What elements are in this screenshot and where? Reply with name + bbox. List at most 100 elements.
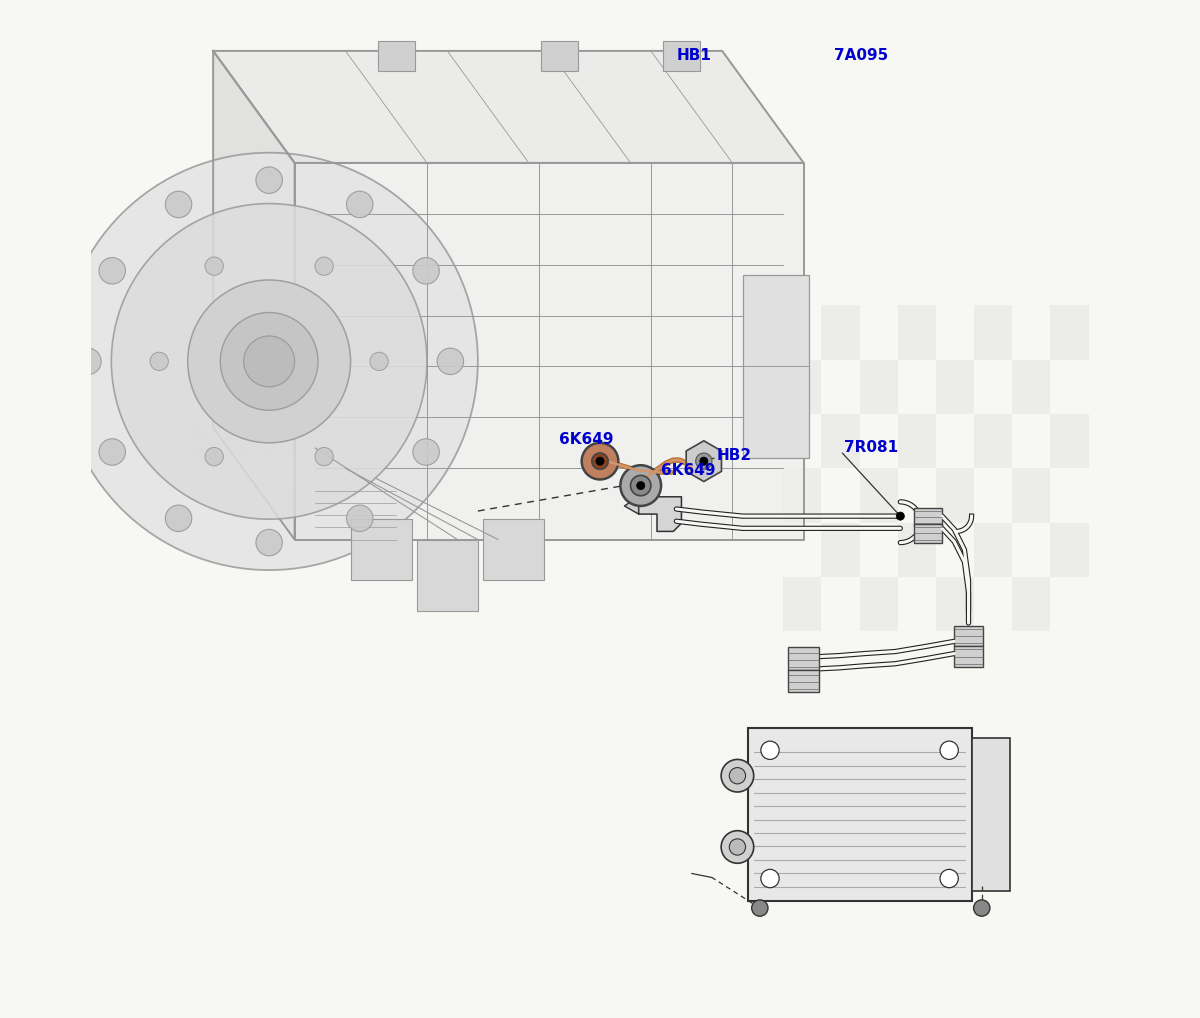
Circle shape bbox=[166, 191, 192, 218]
Text: c a p a r t s: c a p a r t s bbox=[282, 489, 400, 509]
Circle shape bbox=[74, 348, 101, 375]
Bar bbox=[898, 468, 936, 522]
Text: 6K649: 6K649 bbox=[661, 463, 715, 477]
Bar bbox=[784, 522, 822, 577]
Circle shape bbox=[700, 457, 708, 465]
Bar bbox=[898, 414, 936, 468]
Circle shape bbox=[761, 869, 779, 888]
Bar bbox=[1013, 305, 1050, 359]
Bar bbox=[936, 305, 974, 359]
Text: 7A095: 7A095 bbox=[834, 49, 888, 63]
Polygon shape bbox=[686, 441, 721, 482]
Circle shape bbox=[721, 831, 754, 863]
Circle shape bbox=[205, 448, 223, 466]
Circle shape bbox=[370, 352, 389, 371]
Bar bbox=[936, 359, 974, 414]
Bar bbox=[936, 522, 974, 577]
Circle shape bbox=[637, 482, 644, 490]
Circle shape bbox=[973, 900, 990, 916]
Bar bbox=[788, 647, 818, 670]
Circle shape bbox=[166, 505, 192, 531]
Bar bbox=[822, 577, 859, 631]
Circle shape bbox=[112, 204, 427, 519]
Circle shape bbox=[592, 453, 608, 469]
Bar bbox=[788, 670, 818, 692]
Bar bbox=[954, 646, 983, 667]
Polygon shape bbox=[295, 163, 804, 540]
Polygon shape bbox=[624, 497, 638, 514]
Circle shape bbox=[221, 313, 318, 410]
Circle shape bbox=[413, 439, 439, 465]
Circle shape bbox=[347, 505, 373, 531]
Circle shape bbox=[437, 348, 463, 375]
Bar bbox=[859, 522, 898, 577]
Bar bbox=[784, 414, 822, 468]
Bar bbox=[974, 305, 1013, 359]
Bar bbox=[859, 305, 898, 359]
Bar bbox=[974, 359, 1013, 414]
Bar bbox=[784, 468, 822, 522]
Circle shape bbox=[347, 191, 373, 218]
Bar bbox=[1050, 468, 1088, 522]
Circle shape bbox=[940, 741, 959, 759]
Circle shape bbox=[98, 258, 126, 284]
Circle shape bbox=[696, 453, 712, 469]
Text: seria: seria bbox=[188, 409, 350, 466]
Circle shape bbox=[205, 257, 223, 275]
Bar bbox=[859, 577, 898, 631]
Text: 7R081: 7R081 bbox=[845, 441, 899, 455]
Circle shape bbox=[413, 258, 439, 284]
Bar bbox=[1050, 522, 1088, 577]
Bar bbox=[1013, 468, 1050, 522]
Bar bbox=[822, 359, 859, 414]
Bar bbox=[1013, 522, 1050, 577]
Circle shape bbox=[256, 529, 282, 556]
Bar bbox=[936, 468, 974, 522]
Bar bbox=[859, 414, 898, 468]
Bar bbox=[1050, 359, 1088, 414]
Bar bbox=[378, 41, 415, 71]
Circle shape bbox=[187, 280, 350, 443]
Circle shape bbox=[630, 475, 650, 496]
Bar bbox=[541, 41, 577, 71]
Circle shape bbox=[98, 439, 126, 465]
Circle shape bbox=[730, 839, 745, 855]
Bar bbox=[974, 414, 1013, 468]
Circle shape bbox=[314, 257, 334, 275]
Polygon shape bbox=[214, 51, 295, 540]
Bar bbox=[1013, 414, 1050, 468]
Bar bbox=[482, 519, 544, 580]
Circle shape bbox=[314, 448, 334, 466]
Bar bbox=[898, 305, 936, 359]
Bar bbox=[913, 508, 942, 526]
Circle shape bbox=[256, 167, 282, 193]
Circle shape bbox=[940, 869, 959, 888]
Circle shape bbox=[150, 352, 168, 371]
Polygon shape bbox=[638, 497, 682, 531]
Bar bbox=[936, 414, 974, 468]
Bar bbox=[913, 524, 942, 543]
Bar bbox=[859, 468, 898, 522]
Circle shape bbox=[582, 443, 618, 479]
Bar bbox=[784, 577, 822, 631]
Text: HB1: HB1 bbox=[677, 49, 712, 63]
Bar bbox=[822, 522, 859, 577]
Bar bbox=[936, 577, 974, 631]
Bar bbox=[954, 626, 983, 646]
Bar bbox=[859, 359, 898, 414]
Circle shape bbox=[244, 336, 295, 387]
Bar bbox=[350, 519, 412, 580]
Text: 6K649: 6K649 bbox=[559, 433, 613, 447]
Circle shape bbox=[751, 900, 768, 916]
Bar bbox=[743, 275, 809, 458]
Circle shape bbox=[730, 768, 745, 784]
Bar bbox=[974, 577, 1013, 631]
Bar bbox=[1050, 305, 1088, 359]
Bar bbox=[748, 728, 972, 901]
Bar bbox=[898, 359, 936, 414]
Circle shape bbox=[596, 457, 604, 465]
Bar bbox=[1050, 414, 1088, 468]
Bar bbox=[784, 305, 822, 359]
Circle shape bbox=[761, 741, 779, 759]
Polygon shape bbox=[214, 51, 804, 163]
